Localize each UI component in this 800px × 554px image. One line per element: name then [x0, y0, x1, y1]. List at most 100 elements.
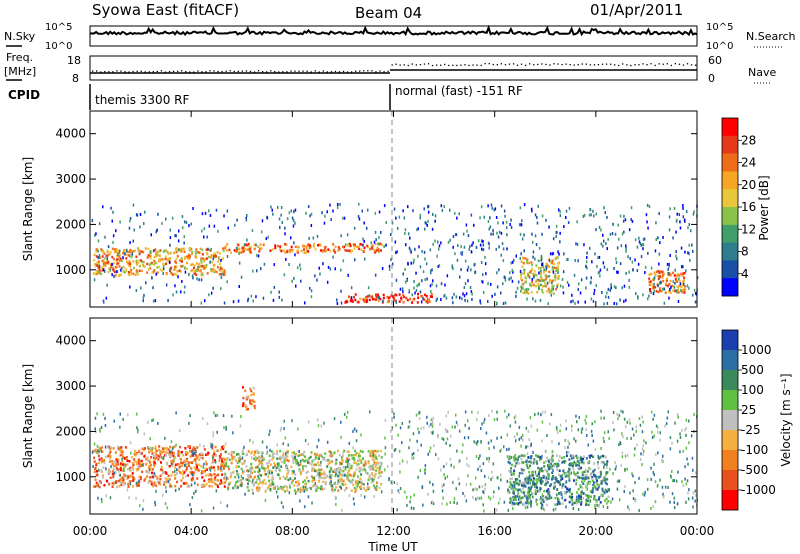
heatmap-cell: [609, 467, 611, 471]
heatmap-cell: [526, 497, 529, 500]
heatmap-cell: [528, 460, 531, 463]
heatmap-cell: [371, 247, 374, 250]
heatmap-cell: [464, 282, 467, 286]
heatmap-cell: [417, 427, 419, 431]
heatmap-cell: [628, 418, 631, 422]
heatmap-cell: [186, 255, 188, 258]
heatmap-cell: [685, 269, 687, 273]
nsky-frame: [89, 25, 698, 47]
heatmap-cell: [674, 289, 676, 293]
heatmap-cell: [290, 245, 293, 249]
heatmap-cell: [557, 462, 560, 466]
heatmap-cell: [133, 228, 135, 232]
heatmap-cell: [606, 215, 608, 219]
heatmap-cell: [98, 458, 101, 461]
heatmap-cell: [367, 461, 370, 465]
heatmap-cell: [343, 489, 346, 492]
heatmap-cell: [194, 461, 197, 464]
heatmap-cell: [342, 454, 344, 457]
heatmap-cell: [127, 254, 130, 257]
heatmap-cell: [654, 286, 657, 289]
heatmap-cell: [371, 477, 373, 481]
heatmap-cell: [221, 270, 224, 274]
heatmap-cell: [345, 486, 348, 490]
heatmap-cell: [403, 216, 406, 220]
heatmap-cell: [168, 478, 171, 481]
heatmap-cell: [293, 477, 296, 480]
heatmap-cell: [360, 433, 362, 437]
heatmap-cell: [595, 477, 598, 480]
heatmap-cell: [438, 244, 441, 248]
heatmap-cell: [131, 462, 134, 465]
heatmap-cell: [253, 243, 256, 247]
heatmap-cell: [200, 470, 203, 473]
heatmap-cell: [293, 489, 296, 492]
heatmap-cell: [350, 286, 353, 290]
heatmap-cell: [122, 251, 125, 255]
x-tick-label: 08:00: [275, 524, 310, 538]
heatmap-cell: [693, 288, 696, 292]
heatmap-cell: [636, 443, 638, 447]
heatmap-cell: [152, 286, 154, 290]
heatmap-cell: [510, 276, 512, 280]
heatmap-cell: [470, 213, 473, 217]
heatmap-cell: [336, 298, 338, 302]
heatmap-cell: [141, 464, 144, 467]
heatmap-cell: [201, 229, 203, 233]
heatmap-cell: [155, 484, 158, 488]
heatmap-cell: [587, 499, 590, 502]
heatmap-cell: [244, 248, 247, 251]
heatmap-cell: [592, 299, 595, 303]
heatmap-cell: [157, 265, 160, 269]
heatmap-cell: [105, 254, 108, 258]
heatmap-cell: [455, 413, 457, 417]
heatmap-cell: [192, 478, 195, 481]
heatmap-cell: [356, 485, 359, 488]
heatmap-cell: [536, 460, 538, 464]
colorbar-swatch: [722, 171, 738, 190]
heatmap-cell: [331, 488, 334, 491]
heatmap-cell: [525, 494, 527, 498]
heatmap-cell: [606, 463, 608, 467]
heatmap-cell: [318, 468, 321, 472]
heatmap-cell: [507, 508, 510, 512]
heatmap-cell: [344, 468, 347, 471]
heatmap-cell: [136, 430, 139, 434]
heatmap-cell: [208, 467, 211, 471]
heatmap-cell: [295, 462, 298, 465]
heatmap-cell: [159, 453, 162, 456]
heatmap-cell: [558, 208, 560, 212]
heatmap-cell: [221, 446, 224, 449]
heatmap-cell: [369, 468, 372, 471]
heatmap-cell: [93, 456, 96, 460]
nave-dot: [541, 63, 543, 65]
heatmap-cell: [466, 268, 469, 272]
heatmap-cell: [183, 290, 186, 294]
heatmap-cell: [558, 252, 560, 256]
heatmap-cell: [383, 468, 386, 472]
heatmap-cell: [478, 496, 481, 500]
heatmap-cell: [549, 252, 552, 256]
heatmap-cell: [502, 282, 504, 286]
heatmap-cell: [375, 456, 377, 459]
heatmap-cell: [509, 501, 511, 504]
heatmap-cell: [188, 421, 190, 425]
heatmap-cell: [107, 245, 110, 249]
heatmap-cell: [606, 460, 609, 463]
heatmap-cell: [442, 496, 444, 500]
heatmap-cell: [240, 482, 243, 485]
heatmap-cell: [304, 483, 307, 486]
heatmap-cell: [228, 248, 231, 252]
heatmap-cell: [250, 452, 253, 455]
heatmap-cell: [96, 272, 99, 275]
heatmap-cell: [631, 427, 634, 431]
heatmap-cell: [339, 473, 342, 476]
heatmap-cell: [495, 247, 497, 251]
heatmap-cell: [489, 225, 492, 229]
heatmap-cell: [230, 453, 233, 457]
heatmap-cell: [176, 463, 179, 466]
heatmap-cell: [453, 465, 455, 469]
heatmap-cell: [113, 275, 115, 278]
heatmap-cell: [340, 301, 343, 305]
heatmap-cell: [650, 291, 652, 294]
